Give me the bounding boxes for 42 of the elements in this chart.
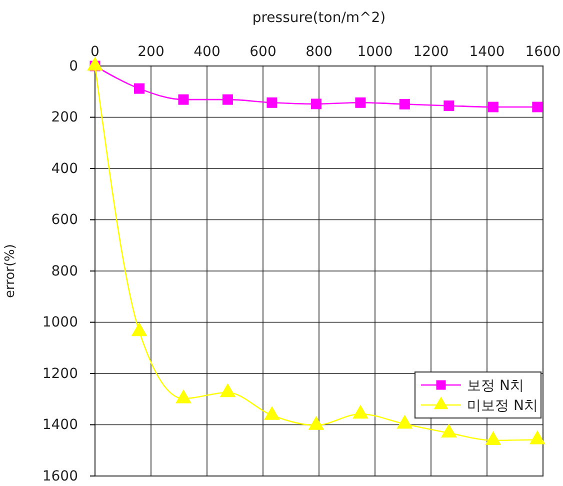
point <box>532 102 543 112</box>
y-tick-label: 1400 <box>42 417 78 434</box>
point <box>355 97 366 108</box>
x-axis-title: pressure(ton/m^2) <box>252 10 386 26</box>
x-tick-label: 400 <box>194 44 220 60</box>
x-tick-label: 1400 <box>469 44 505 60</box>
y-tick-label: 600 <box>51 212 78 228</box>
point <box>485 431 502 445</box>
point <box>440 424 457 438</box>
y-tick-label: 0 <box>69 58 78 74</box>
y-tick-label: 400 <box>51 160 78 177</box>
point <box>176 389 192 404</box>
x-tick-label: 800 <box>306 44 332 60</box>
x-tick-label: 200 <box>138 44 164 60</box>
point <box>131 322 148 336</box>
point <box>396 414 413 429</box>
y-tick-label: 1600 <box>42 468 78 484</box>
legend-label: 보정 N치 <box>467 378 524 394</box>
point <box>266 97 278 108</box>
y-tick-label: 1000 <box>42 314 78 331</box>
point <box>444 100 454 111</box>
y-tick-label: 800 <box>51 263 78 280</box>
point <box>222 94 233 105</box>
x-tick-label: 1000 <box>357 44 393 60</box>
point <box>529 430 546 444</box>
point <box>352 404 368 419</box>
x-tick-label: 1600 <box>525 44 561 60</box>
point <box>178 94 189 105</box>
x-tick-label: 1200 <box>413 44 449 60</box>
x-tick-label: 600 <box>250 44 276 60</box>
point <box>310 98 322 110</box>
x-tick-label: 0 <box>90 44 100 60</box>
point <box>134 83 144 94</box>
y-axis-title: error(%) <box>3 244 18 298</box>
point <box>264 406 280 420</box>
point <box>488 102 498 112</box>
y-tick-label: 1200 <box>42 366 78 382</box>
point <box>220 383 236 398</box>
point <box>399 98 410 110</box>
y-tick-label: 200 <box>51 110 78 126</box>
point <box>308 416 324 430</box>
legend-label: 미보정 N치 <box>467 398 538 414</box>
